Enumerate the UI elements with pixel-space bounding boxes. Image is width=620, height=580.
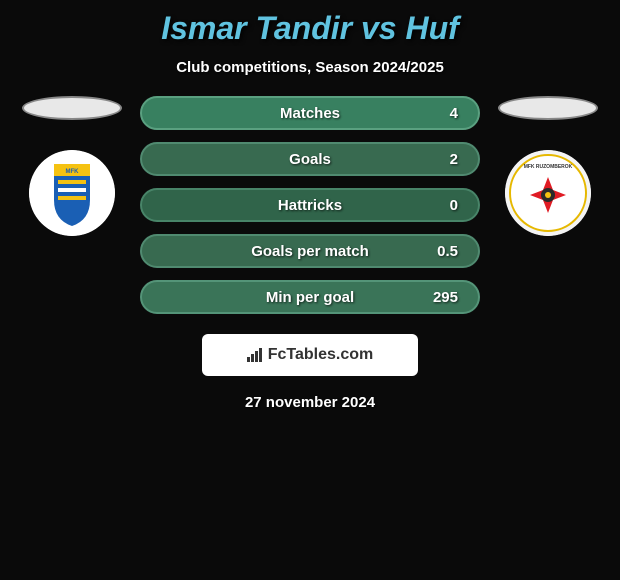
- stat-label: Goals per match: [202, 243, 418, 260]
- stat-label: Goals: [202, 151, 418, 168]
- fctables-logo[interactable]: FcTables.com: [202, 334, 418, 376]
- stat-row-hattricks: Hattricks 0: [140, 188, 480, 222]
- right-column: MFK RUZOMBEROK: [498, 96, 598, 236]
- svg-text:MFK: MFK: [66, 169, 80, 175]
- badge-right-svg: MFK RUZOMBEROK: [505, 150, 591, 236]
- stat-row-goals-per-match: Goals per match 0.5: [140, 234, 480, 268]
- stat-label: Matches: [202, 105, 418, 122]
- badge-left-svg: MFK: [29, 150, 115, 236]
- team-badge-right: MFK RUZOMBEROK: [505, 150, 591, 236]
- date-label: 27 november 2024: [245, 394, 375, 411]
- stat-row-matches: Matches 4: [140, 96, 480, 130]
- stat-label: Min per goal: [202, 289, 418, 306]
- team-badge-left: MFK: [29, 150, 115, 236]
- stat-row-min-per-goal: Min per goal 295: [140, 280, 480, 314]
- player-left-ellipse: [22, 96, 122, 120]
- logo-text: FcTables.com: [268, 346, 374, 364]
- stat-right-value: 295: [418, 289, 458, 306]
- stat-row-goals: Goals 2: [140, 142, 480, 176]
- main-area: MFK Matches 4 Goals 2 Hattricks 0: [0, 96, 620, 314]
- subtitle: Club competitions, Season 2024/2025: [176, 59, 444, 76]
- left-column: MFK: [22, 96, 122, 236]
- page-title: Ismar Tandir vs Huf: [161, 10, 459, 47]
- stat-right-value: 0: [418, 197, 458, 214]
- svg-text:MFK RUZOMBEROK: MFK RUZOMBEROK: [524, 164, 573, 170]
- stat-right-value: 4: [418, 105, 458, 122]
- chart-icon: [247, 348, 262, 362]
- stat-label: Hattricks: [202, 197, 418, 214]
- stat-right-value: 2: [418, 151, 458, 168]
- stats-column: Matches 4 Goals 2 Hattricks 0 Goals per …: [140, 96, 480, 314]
- player-right-ellipse: [498, 96, 598, 120]
- stat-right-value: 0.5: [418, 243, 458, 260]
